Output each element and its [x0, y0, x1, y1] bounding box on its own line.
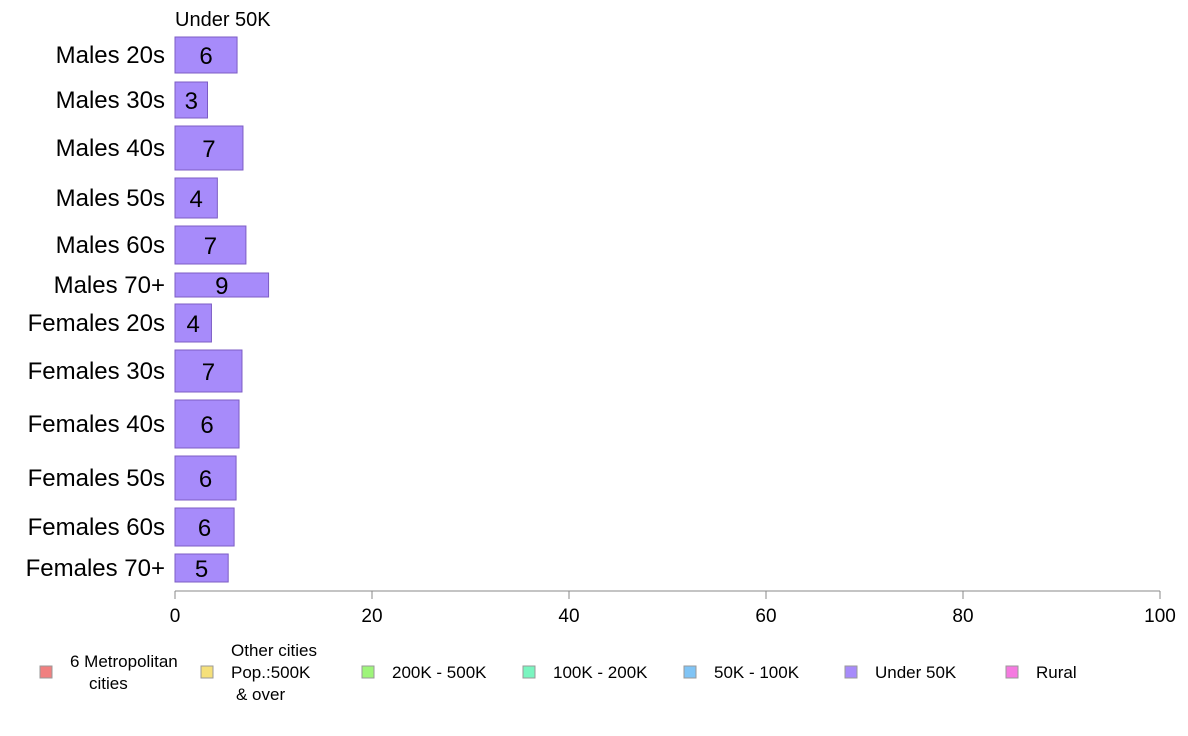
category-label: Males 70+: [54, 272, 165, 299]
value-label: 4: [187, 311, 200, 338]
category-label: Males 20s: [56, 42, 165, 69]
legend-label: Rural: [1036, 663, 1077, 682]
bar: [174, 399, 240, 449]
category-label: Females 60s: [28, 514, 165, 541]
legend-swatch: [522, 665, 536, 679]
x-tick-label: 0: [170, 606, 181, 627]
value-label: 6: [198, 515, 211, 542]
bar: [174, 507, 235, 547]
legend-label: 200K - 500K: [392, 663, 487, 682]
x-tick-label: 20: [361, 606, 382, 627]
category-label: Females 40s: [28, 411, 165, 438]
legend-label: 100K - 200K: [553, 663, 648, 682]
value-label: 7: [202, 136, 215, 163]
bar: [174, 225, 247, 265]
legend-swatch: [844, 665, 858, 679]
legend-label: Other cities: [231, 641, 317, 660]
category-label: Females 20s: [28, 310, 165, 337]
category-label: Males 60s: [56, 232, 165, 259]
value-label: 7: [202, 359, 215, 386]
value-label: 6: [199, 43, 212, 70]
bar: [174, 81, 209, 119]
legend-label: & over: [236, 685, 285, 704]
category-label: Females 50s: [28, 465, 165, 492]
bar: [174, 303, 212, 343]
value-label: 5: [195, 556, 208, 583]
bar: [174, 36, 238, 74]
value-label: 6: [199, 466, 212, 493]
x-tick-label: 80: [952, 606, 973, 627]
legend-swatch: [1005, 665, 1019, 679]
legend-label: 50K - 100K: [714, 663, 800, 682]
bar: [174, 455, 237, 501]
x-axis: 0 20 40 60 80 100: [170, 590, 1176, 627]
bar: [174, 349, 243, 393]
legend-label: Pop.:500K: [231, 663, 311, 682]
bar: [174, 125, 244, 171]
legend-swatch: [39, 665, 53, 679]
x-tick-label: 40: [558, 606, 579, 627]
bar: [174, 272, 270, 298]
legend-swatch: [361, 665, 375, 679]
value-label: 9: [215, 273, 228, 300]
category-label: Males 50s: [56, 185, 165, 212]
value-label: 7: [204, 233, 217, 260]
category-label: Females 70+: [26, 555, 165, 582]
category-label: Males 40s: [56, 135, 165, 162]
category-label: Males 30s: [56, 87, 165, 114]
legend-label: cities: [89, 674, 128, 693]
legend-label: Under 50K: [875, 663, 957, 682]
bar: [174, 177, 218, 219]
value-label: 6: [200, 412, 213, 439]
value-label: 4: [189, 186, 202, 213]
value-label: 3: [185, 88, 198, 115]
legend: 6 Metropolitan cities Other cities Pop.:500…: [39, 641, 1077, 704]
bar: [174, 553, 229, 583]
bars: Males 20s 6 Males 30s 3 Males 40s 7 Males 50s 4…: [26, 36, 270, 583]
legend-swatch: [200, 665, 214, 679]
legend-label: 6 Metropolitan: [70, 652, 178, 671]
category-label: Females 30s: [28, 358, 165, 385]
legend-swatch: [683, 665, 697, 679]
x-tick-label: 60: [755, 606, 776, 627]
x-tick-label: 100: [1144, 606, 1176, 627]
chart-title: Under 50K: [175, 9, 271, 31]
